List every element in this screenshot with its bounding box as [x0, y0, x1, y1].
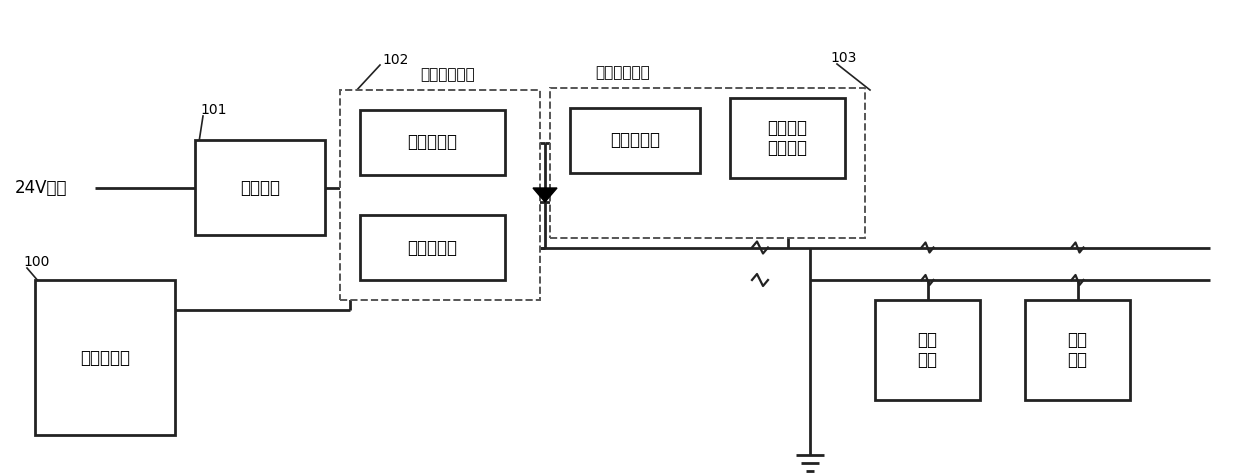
Text: 从机
设备: 从机 设备 — [918, 331, 937, 370]
Bar — [195, 140, 325, 235]
Text: 高电压输出: 高电压输出 — [408, 238, 458, 256]
Text: 回码检测单元: 回码检测单元 — [595, 66, 650, 80]
Text: 103: 103 — [830, 51, 857, 65]
Text: 100: 100 — [24, 255, 50, 269]
Text: 102: 102 — [382, 53, 408, 67]
Text: 主机控制器: 主机控制器 — [81, 349, 130, 367]
Text: 放大器及
周边电路: 放大器及 周边电路 — [768, 119, 807, 157]
Text: 24V电源: 24V电源 — [15, 179, 67, 197]
Bar — [570, 108, 701, 173]
Bar — [875, 300, 980, 400]
Text: 低电压输出: 低电压输出 — [408, 133, 458, 152]
Bar — [35, 280, 175, 435]
Bar — [360, 110, 505, 175]
Bar — [360, 215, 505, 280]
Bar — [340, 90, 539, 300]
Polygon shape — [533, 188, 557, 202]
Text: 101: 101 — [200, 103, 227, 117]
Text: 输出调制单元: 输出调制单元 — [420, 67, 475, 83]
Text: 开关单元: 开关单元 — [241, 179, 280, 197]
Bar — [730, 98, 844, 178]
Bar — [1025, 300, 1130, 400]
Text: 电流互感器: 电流互感器 — [610, 132, 660, 150]
Bar — [551, 88, 866, 238]
Text: 从机
设备: 从机 设备 — [1068, 331, 1087, 370]
